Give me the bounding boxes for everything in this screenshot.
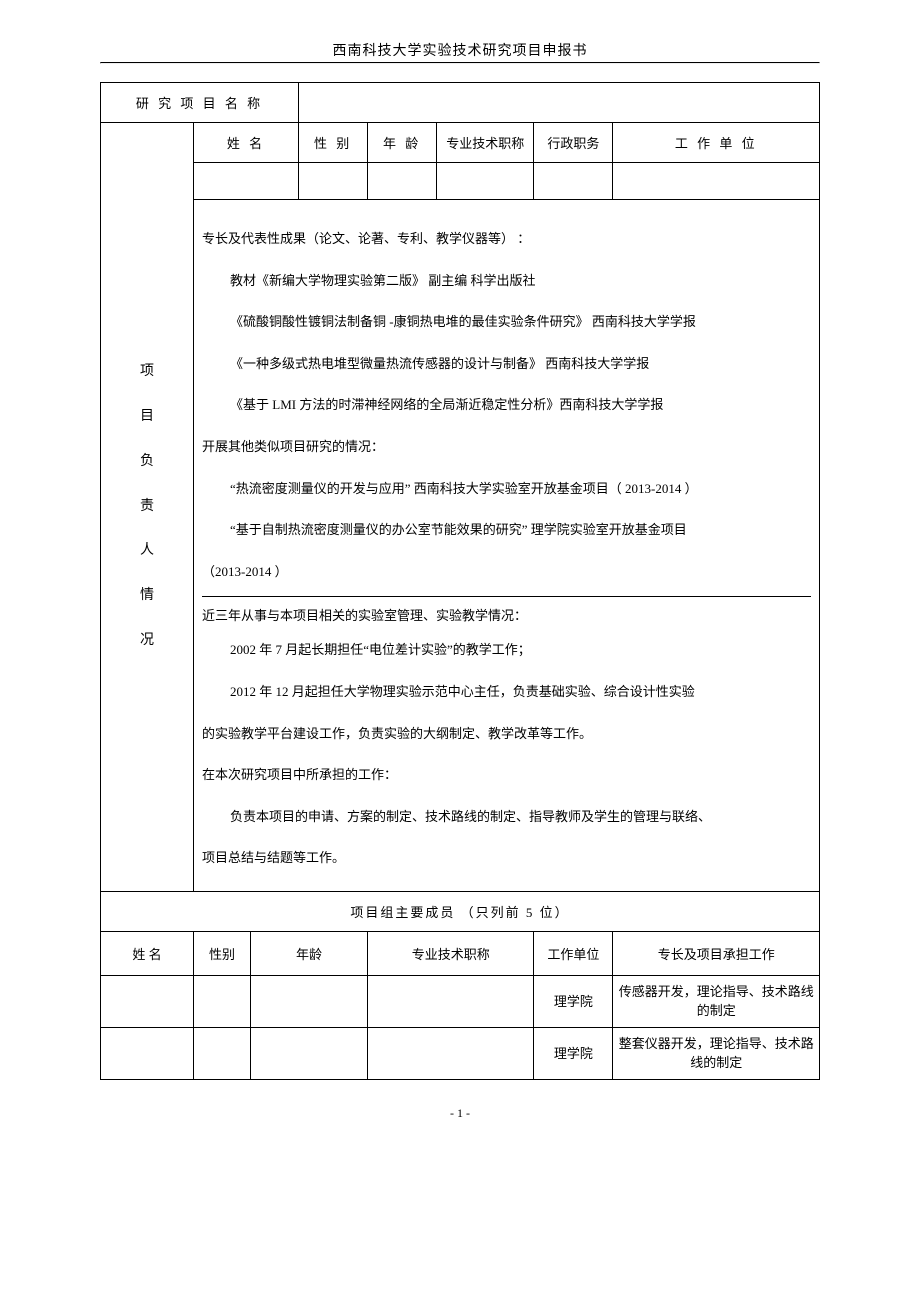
header-rule [100, 62, 820, 64]
vchar: 责 [140, 499, 154, 514]
leader-content-row: 专长及代表性成果（论文、论著、专利、教学仪器等） ： 教材《新编大学物理实验第二… [101, 200, 820, 892]
vchar: 目 [140, 409, 154, 424]
m-age [251, 1027, 368, 1079]
lc-line: “热流密度测量仪的开发与应用” 西南科技大学实验室开放基金项目（ 2013-20… [202, 468, 811, 510]
lc-line: （2013-2014 ） [202, 551, 811, 593]
mh-age: 年龄 [251, 931, 368, 975]
head-admin: 行政职务 [534, 123, 613, 163]
head-name: 姓 名 [194, 123, 299, 163]
vchar: 人 [140, 543, 154, 558]
head-age: 年 龄 [368, 123, 437, 163]
m-unit: 理学院 [534, 975, 613, 1027]
head-gender: 性 别 [299, 123, 368, 163]
lc-line: “基于自制热流密度测量仪的办公室节能效果的研究” 理学院实验室开放基金项目 [202, 509, 811, 551]
lc-line: 开展其他类似项目研究的情况： [202, 426, 811, 468]
m-gender [194, 975, 251, 1027]
mh-protitle: 专业技术职称 [368, 931, 534, 975]
project-name-value [299, 83, 820, 123]
members-head-row: 姓 名 性别 年龄 专业技术职称 工作单位 专长及项目承担工作 [101, 931, 820, 975]
lc-line: 2002 年 7 月起长期担任“电位差计实验”的教学工作； [202, 629, 811, 671]
lc-line: 项目总结与结题等工作。 [202, 837, 811, 879]
m-role: 传感器开发，理论指导、技术路线的制定 [613, 975, 820, 1027]
m-protitle [368, 975, 534, 1027]
head-unit: 工 作 单 位 [613, 123, 820, 163]
m-protitle [368, 1027, 534, 1079]
lc-line: 负责本项目的申请、方案的制定、技术路线的制定、指导教师及学生的管理与联络、 [202, 796, 811, 838]
m-gender [194, 1027, 251, 1079]
project-name-row: 研 究 项 目 名 称 [101, 83, 820, 123]
vchar: 负 [140, 454, 154, 469]
members-title: 项目组主要成员 （只列前 5 位） [101, 891, 820, 931]
m-age [251, 975, 368, 1027]
main-table: 研 究 项 目 名 称 项 目 负 责 人 情 况 姓 名 性 别 年 龄 专业… [100, 82, 820, 1080]
lc-line: 教材《新编大学物理实验第二版》 副主编 科学出版社 [202, 260, 811, 302]
val-unit [613, 163, 820, 200]
mh-name: 姓 名 [101, 931, 194, 975]
val-name [194, 163, 299, 200]
inner-rule [202, 596, 811, 597]
doc-header-title: 西南科技大学实验技术研究项目申报书 [100, 40, 820, 60]
lc-line: 《一种多级式热电堆型微量热流传感器的设计与制备》 西南科技大学学报 [202, 343, 811, 385]
member-row: 理学院 传感器开发，理论指导、技术路线的制定 [101, 975, 820, 1027]
lc-line: 的实验教学平台建设工作，负责实验的大纲制定、教学改革等工作。 [202, 713, 811, 755]
project-name-label: 研 究 项 目 名 称 [101, 83, 299, 123]
vchar: 况 [140, 633, 154, 648]
val-age [368, 163, 437, 200]
val-gender [299, 163, 368, 200]
page-number: - 1 - [100, 1106, 820, 1121]
vchar: 情 [140, 588, 154, 603]
vchar: 项 [140, 364, 154, 379]
lc-line: 2012 年 12 月起担任大学物理实验示范中心主任，负责基础实验、综合设计性实… [202, 671, 811, 713]
leader-section-label: 项 目 负 责 人 情 况 [101, 123, 194, 892]
mh-gender: 性别 [194, 931, 251, 975]
lc-line: 《基于 LMI 方法的时滞神经网络的全局渐近稳定性分析》西南科技大学学报 [202, 384, 811, 426]
lc-line: 在本次研究项目中所承担的工作： [202, 754, 811, 796]
val-protitle [437, 163, 534, 200]
members-title-row: 项目组主要成员 （只列前 5 位） [101, 891, 820, 931]
m-name [101, 975, 194, 1027]
lc-line: 专长及代表性成果（论文、论著、专利、教学仪器等） ： [202, 218, 811, 260]
mh-unit: 工作单位 [534, 931, 613, 975]
m-role: 整套仪器开发，理论指导、技术路线的制定 [613, 1027, 820, 1079]
leader-head-row: 项 目 负 责 人 情 况 姓 名 性 别 年 龄 专业技术职称 行政职务 工 … [101, 123, 820, 163]
val-admin [534, 163, 613, 200]
mh-role: 专长及项目承担工作 [613, 931, 820, 975]
member-row: 理学院 整套仪器开发，理论指导、技术路线的制定 [101, 1027, 820, 1079]
lc-line: 《硫酸铜酸性镀铜法制备铜 -康铜热电堆的最佳实验条件研究》 西南科技大学学报 [202, 301, 811, 343]
lc-line: 近三年从事与本项目相关的实验室管理、实验教学情况： [202, 603, 811, 629]
m-name [101, 1027, 194, 1079]
page: 西南科技大学实验技术研究项目申报书 研 究 项 目 名 称 项 目 负 责 人 … [0, 0, 920, 1141]
head-protitle: 专业技术职称 [437, 123, 534, 163]
leader-content: 专长及代表性成果（论文、论著、专利、教学仪器等） ： 教材《新编大学物理实验第二… [194, 200, 820, 892]
m-unit: 理学院 [534, 1027, 613, 1079]
leader-value-row [101, 163, 820, 200]
